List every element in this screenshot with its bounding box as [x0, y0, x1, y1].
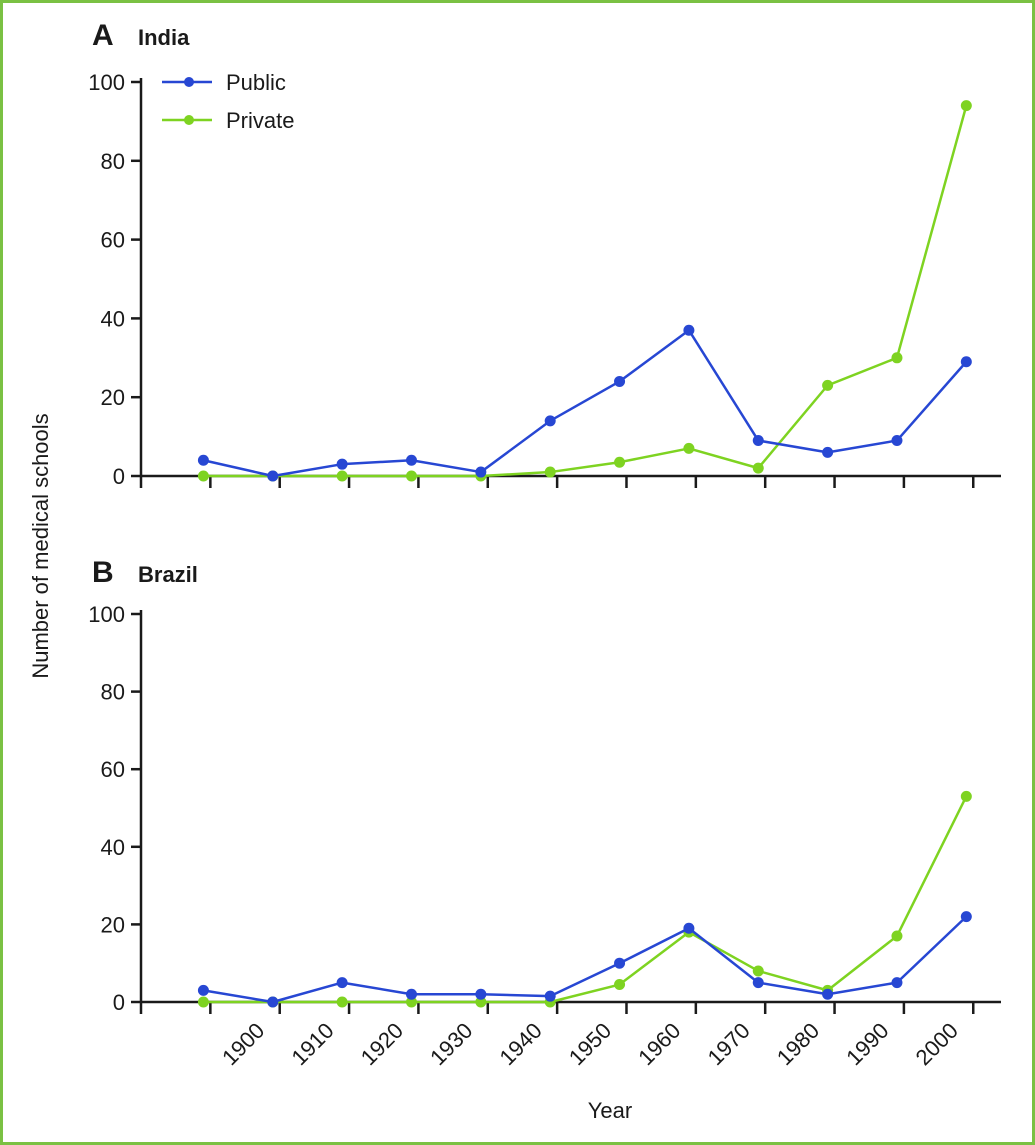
data-point-private	[614, 456, 626, 468]
data-point-public	[336, 977, 348, 989]
x-tick-label: 1950	[564, 1018, 616, 1070]
panel-a-letter: A	[92, 19, 114, 52]
y-tick-label: 0	[113, 464, 125, 489]
x-tick-label: 1900	[217, 1018, 269, 1070]
panel-india: A India	[92, 19, 190, 52]
data-point-public	[197, 454, 209, 466]
series-line-private	[203, 795, 968, 1004]
y-tick-label: 20	[101, 385, 125, 410]
data-point-public	[475, 988, 487, 1000]
data-point-public	[752, 435, 764, 447]
data-point-public	[822, 988, 834, 1000]
y-tick-label: 40	[101, 835, 125, 860]
y-tick-label: 100	[88, 602, 125, 627]
x-tick-label: 1980	[772, 1018, 824, 1070]
data-point-private	[197, 996, 209, 1008]
data-point-private	[336, 470, 348, 482]
data-point-public	[614, 957, 626, 969]
data-point-private	[475, 996, 487, 1008]
data-point-public	[891, 977, 903, 989]
legend-public-marker	[184, 77, 194, 87]
data-point-private	[891, 930, 903, 942]
data-point-private	[752, 462, 764, 474]
legend-private-label: Private	[226, 108, 294, 133]
data-point-private	[405, 470, 417, 482]
y-tick-label: 40	[101, 306, 125, 331]
series-line-private	[203, 105, 968, 478]
y-axis-title: Number of medical schools	[28, 413, 53, 678]
data-point-public	[822, 446, 834, 458]
data-point-public	[267, 470, 279, 482]
data-point-public	[683, 324, 695, 336]
data-point-private	[683, 442, 695, 454]
x-tick-label: 2000	[911, 1018, 963, 1070]
data-point-public	[197, 984, 209, 996]
x-tick-label: 1990	[841, 1018, 893, 1070]
y-tick-label: 100	[88, 70, 125, 95]
data-point-public	[336, 458, 348, 470]
plot-area-1: 0 20 40 60 80 100 1900 1910 1920 1930 1940 1950 1960…	[88, 602, 1001, 1070]
data-point-public	[683, 922, 695, 934]
x-tick-label: 1910	[286, 1018, 338, 1070]
data-point-public	[544, 415, 556, 427]
legend-public-label: Public	[226, 70, 286, 95]
x-tick-label: 1970	[703, 1018, 755, 1070]
panel-b-letter: B	[92, 556, 114, 589]
data-point-private	[405, 996, 417, 1008]
data-point-private	[822, 379, 834, 391]
data-point-public	[960, 356, 972, 368]
data-point-public	[960, 911, 972, 923]
x-tick-label: 1920	[356, 1018, 408, 1070]
series-line-public	[203, 915, 968, 1004]
data-point-private	[960, 790, 972, 802]
x-axis-title: Year	[588, 1098, 632, 1123]
panel-b-title: Brazil	[138, 562, 198, 587]
y-tick-label: 60	[101, 228, 125, 253]
x-tick-label: 1960	[633, 1018, 685, 1070]
data-point-public	[405, 454, 417, 466]
data-point-private	[544, 466, 556, 478]
series-line-public	[203, 328, 968, 478]
legend: Public Private	[162, 70, 294, 133]
data-point-private	[614, 979, 626, 991]
legend-private-marker	[184, 115, 194, 125]
y-tick-label: 80	[101, 149, 125, 174]
data-point-private	[960, 100, 972, 112]
panel-a-title: India	[138, 25, 190, 50]
data-point-public	[267, 996, 279, 1008]
data-point-private	[891, 352, 903, 364]
data-point-public	[475, 466, 487, 478]
data-point-private	[336, 996, 348, 1008]
data-point-private	[752, 965, 764, 977]
data-point-private	[197, 470, 209, 482]
data-point-public	[752, 977, 764, 989]
y-tick-label: 0	[113, 990, 125, 1015]
data-point-public	[405, 988, 417, 1000]
y-tick-label: 60	[101, 757, 125, 782]
x-tick-label: 1940	[495, 1018, 547, 1070]
plot-area-0: 0 20 40 60 80 100	[88, 70, 1001, 489]
data-point-public	[614, 375, 626, 387]
panel-brazil: B Brazil	[92, 556, 198, 589]
x-tick-label: 1930	[425, 1018, 477, 1070]
y-tick-label: 80	[101, 680, 125, 705]
data-point-public	[544, 990, 556, 1002]
y-tick-label: 20	[101, 912, 125, 937]
data-point-public	[891, 435, 903, 447]
